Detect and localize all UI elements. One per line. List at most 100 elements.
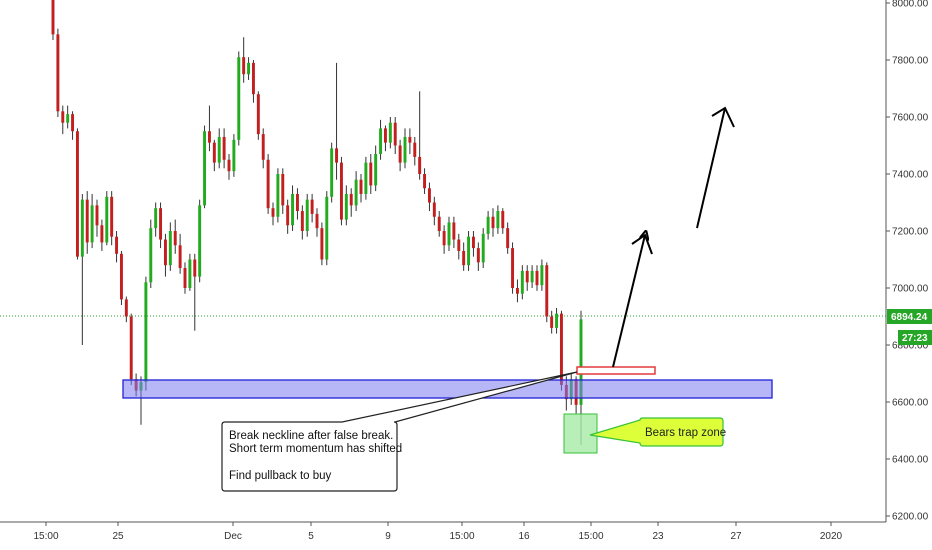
candle-up[interactable]: [388, 122, 392, 143]
candle-down[interactable]: [212, 142, 216, 163]
candle-up[interactable]: [247, 62, 251, 75]
candle-up[interactable]: [344, 193, 348, 220]
candle-up[interactable]: [330, 148, 334, 197]
candle-down[interactable]: [457, 239, 461, 251]
candle-down[interactable]: [335, 148, 339, 163]
candle-down[interactable]: [71, 114, 75, 132]
candle-up[interactable]: [149, 228, 153, 283]
candle-up[interactable]: [325, 196, 329, 260]
candle-down[interactable]: [124, 299, 128, 317]
candle-down[interactable]: [300, 211, 304, 231]
candle-down[interactable]: [349, 193, 353, 206]
candle-up[interactable]: [520, 270, 524, 294]
candle-up[interactable]: [144, 282, 148, 383]
candle-down[interactable]: [418, 156, 422, 174]
candle-up[interactable]: [198, 205, 202, 277]
candle-down[interactable]: [295, 193, 299, 212]
candle-down[interactable]: [286, 205, 290, 226]
trap-zone[interactable]: [563, 413, 598, 454]
candle-down[interactable]: [398, 145, 402, 163]
candle-down[interactable]: [339, 162, 343, 220]
candle-down[interactable]: [476, 248, 480, 263]
time-axis[interactable]: [0, 522, 932, 550]
candle-down[interactable]: [51, 0, 55, 35]
candle-down[interactable]: [115, 236, 119, 254]
candle-up[interactable]: [555, 313, 559, 328]
candle-down[interactable]: [501, 211, 505, 229]
candle-down[interactable]: [242, 57, 246, 75]
candle-down[interactable]: [359, 179, 363, 194]
candle-up[interactable]: [374, 154, 378, 186]
candle-down[interactable]: [61, 111, 65, 123]
candle-up[interactable]: [579, 319, 583, 405]
candle-down[interactable]: [310, 199, 314, 214]
candle-up[interactable]: [379, 128, 383, 155]
candle-down[interactable]: [271, 208, 275, 217]
candle-down[interactable]: [85, 199, 89, 243]
candle-down[interactable]: [413, 142, 417, 157]
neckline-box[interactable]: [576, 366, 656, 375]
candle-down[interactable]: [545, 265, 549, 317]
candle-down[interactable]: [462, 250, 466, 266]
candle-up[interactable]: [154, 208, 158, 229]
candle-up[interactable]: [403, 136, 407, 163]
candle-up[interactable]: [305, 199, 309, 231]
candle-down[interactable]: [119, 253, 123, 300]
candle-up[interactable]: [105, 196, 109, 243]
candle-up[interactable]: [232, 139, 236, 172]
candle-up[interactable]: [203, 131, 207, 206]
candle-up[interactable]: [66, 114, 70, 123]
candle-down[interactable]: [506, 228, 510, 249]
candle-down[interactable]: [315, 213, 319, 229]
candle-down[interactable]: [511, 248, 515, 288]
candle-down[interactable]: [193, 259, 197, 277]
candle-down[interactable]: [227, 159, 231, 172]
price-axis[interactable]: [886, 0, 932, 522]
candle-down[interactable]: [559, 313, 563, 385]
candle-down[interactable]: [75, 131, 79, 257]
candle-up[interactable]: [364, 162, 368, 194]
candle-up[interactable]: [447, 222, 451, 246]
candle-down[interactable]: [159, 208, 163, 240]
candle-up[interactable]: [188, 259, 192, 289]
candle-up[interactable]: [90, 205, 94, 243]
note-callout[interactable]: Break neckline after false break. Short …: [221, 371, 578, 492]
candle-down[interactable]: [383, 128, 387, 143]
candle-down[interactable]: [408, 136, 412, 143]
candle-down[interactable]: [432, 202, 436, 217]
candle-down[interactable]: [100, 225, 104, 243]
candle-down[interactable]: [442, 231, 446, 246]
candle-down[interactable]: [163, 239, 167, 266]
candle-down[interactable]: [550, 316, 554, 328]
candle-up[interactable]: [80, 199, 84, 257]
candle-down[interactable]: [95, 205, 99, 226]
candle-down[interactable]: [207, 131, 211, 143]
candle-down[interactable]: [320, 228, 324, 260]
candle-down[interactable]: [256, 94, 260, 135]
candle-up[interactable]: [291, 193, 295, 226]
candle-down[interactable]: [491, 216, 495, 229]
candle-up[interactable]: [540, 265, 544, 286]
candle-down[interactable]: [222, 136, 226, 160]
candle-up[interactable]: [467, 236, 471, 266]
candle-down[interactable]: [423, 174, 427, 189]
candle-up[interactable]: [354, 179, 358, 206]
candle-down[interactable]: [471, 236, 475, 249]
candle-down[interactable]: [173, 231, 177, 246]
candle-down[interactable]: [266, 159, 270, 209]
candle-up[interactable]: [496, 211, 500, 229]
candle-up[interactable]: [217, 136, 221, 163]
support-zone[interactable]: [122, 379, 773, 399]
candle-down[interactable]: [437, 216, 441, 231]
candle-down[interactable]: [369, 162, 373, 186]
candle-down[interactable]: [427, 188, 431, 203]
candle-down[interactable]: [56, 34, 60, 112]
candle-down[interactable]: [183, 268, 187, 288]
candle-down[interactable]: [393, 122, 397, 146]
candle-down[interactable]: [261, 134, 265, 160]
candle-up[interactable]: [486, 216, 490, 234]
candle-down[interactable]: [110, 196, 114, 237]
candle-down[interactable]: [525, 270, 529, 283]
candle-down[interactable]: [129, 316, 133, 380]
